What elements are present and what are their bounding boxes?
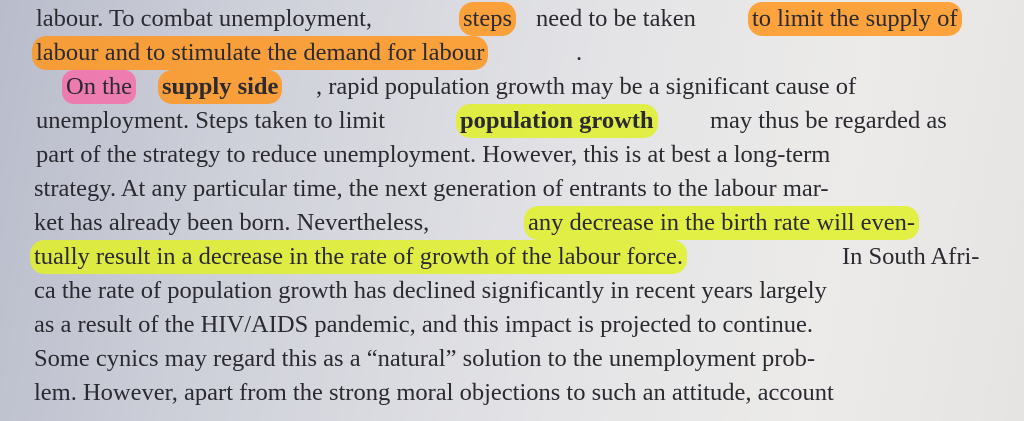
text-line-4: unemployment. Steps taken to limit popul… [0,104,1024,138]
text-segment: unemployment. Steps taken to limit [36,107,386,134]
text-segment: ket has already been born. Nevertheless, [34,209,430,236]
text-segment: labour. To combat unemployment, [36,5,373,32]
text-segment: . [576,39,583,66]
text-line-7: ket has already been born. Nevertheless,… [0,206,1024,240]
text-line-1: labour. To combat unemployment, steps ne… [0,2,1024,36]
text-line-10: as a result of the HIV/AIDS pandemic, an… [0,308,1024,342]
text-segment: strategy. At any particular time, the ne… [34,175,829,202]
highlight-limit-supply: to limit the supply of [748,2,962,36]
text-line-3: On the supply side , rapid population gr… [0,70,1024,104]
highlight-population-growth: population growth [456,104,658,138]
text-line-11: Some cynics may regard this as a “natura… [0,342,1024,376]
text-line-6: strategy. At any particular time, the ne… [0,172,1024,206]
text-segment: part of the strategy to reduce unemploym… [36,141,831,168]
text-line-5: part of the strategy to reduce unemploym… [0,138,1024,172]
text-segment: In South Afri- [842,243,980,270]
highlight-labour-force: tually result in a decrease in the rate … [30,240,687,274]
text-segment: as a result of the HIV/AIDS pandemic, an… [34,311,814,338]
highlight-supply-side: supply side [158,70,283,104]
highlight-on-the: On the [62,70,136,104]
text-segment: need to be taken [536,5,696,32]
text-line-9: ca the rate of population growth has dec… [0,274,1024,308]
text-segment: may thus be regarded as [710,107,947,134]
highlight-birth-rate: any decrease in the birth rate will even… [524,206,920,240]
text-line-2: labour and to stimulate the demand for l… [0,36,1024,70]
text-segment: ca the rate of population growth has dec… [34,277,827,304]
highlight-steps: steps [459,2,516,36]
highlight-stimulate-demand: labour and to stimulate the demand for l… [32,36,489,70]
text-segment: , rapid population growth may be a signi… [316,73,857,100]
text-segment: Some cynics may regard this as a “natura… [34,345,816,372]
text-line-12: lem. However, apart from the strong mora… [0,376,1024,410]
text-segment: lem. However, apart from the strong mora… [34,379,834,406]
text-line-8: tually result in a decrease in the rate … [0,240,1024,274]
